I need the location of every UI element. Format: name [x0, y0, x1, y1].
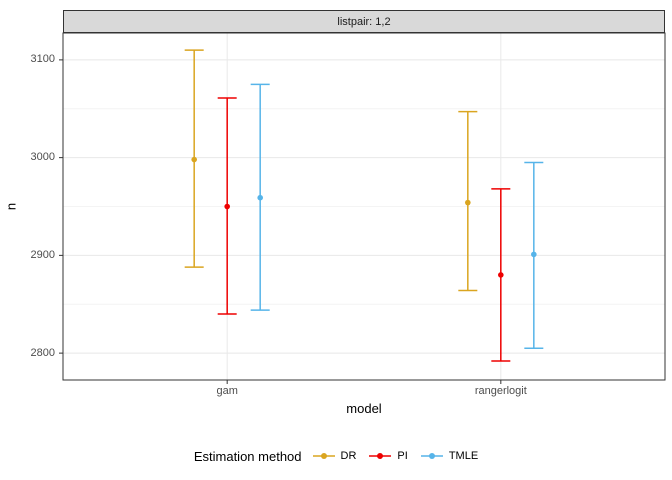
- facet-strip-label: listpair: 1,2: [337, 15, 391, 28]
- y-tick-label: 3100: [30, 53, 55, 66]
- legend-key-point: [428, 453, 435, 459]
- legend-title: Estimation method: [193, 448, 302, 464]
- legend-key-point: [377, 453, 384, 459]
- y-tick-label: 2900: [30, 248, 55, 261]
- legend: Estimation method DR PI TMLE: [0, 443, 672, 469]
- y-axis-title: n: [3, 202, 19, 211]
- point-PI-gam: [224, 203, 230, 210]
- legend-label-TMLE: TMLE: [448, 450, 479, 462]
- legend-key-icon: [420, 453, 443, 459]
- point-TMLE-gam: [257, 194, 263, 201]
- legend-key-point: [320, 453, 327, 459]
- legend-item-DR: DR: [312, 450, 357, 462]
- x-tick-label-rangerlogit: rangerlogit: [474, 385, 527, 397]
- legend-label-DR: DR: [340, 450, 357, 462]
- legend-items: DR PI TMLE: [312, 450, 478, 462]
- panel-border: [62, 32, 666, 381]
- legend-key-icon: [312, 453, 335, 459]
- point-TMLE-rangerlogit: [531, 251, 537, 258]
- point-DR-rangerlogit: [465, 199, 471, 206]
- point-PI-rangerlogit: [498, 272, 504, 278]
- legend-key-icon: [369, 453, 392, 459]
- y-tick-label: 3000: [30, 151, 55, 164]
- x-axis-title: model: [346, 401, 382, 416]
- legend-item-TMLE: TMLE: [420, 450, 478, 462]
- legend-item-PI: PI: [368, 450, 408, 462]
- y-tick-label: 2800: [30, 346, 55, 359]
- point-DR-gam: [191, 156, 197, 163]
- legend-label-PI: PI: [397, 450, 408, 462]
- x-tick-label-gam: gam: [216, 385, 238, 397]
